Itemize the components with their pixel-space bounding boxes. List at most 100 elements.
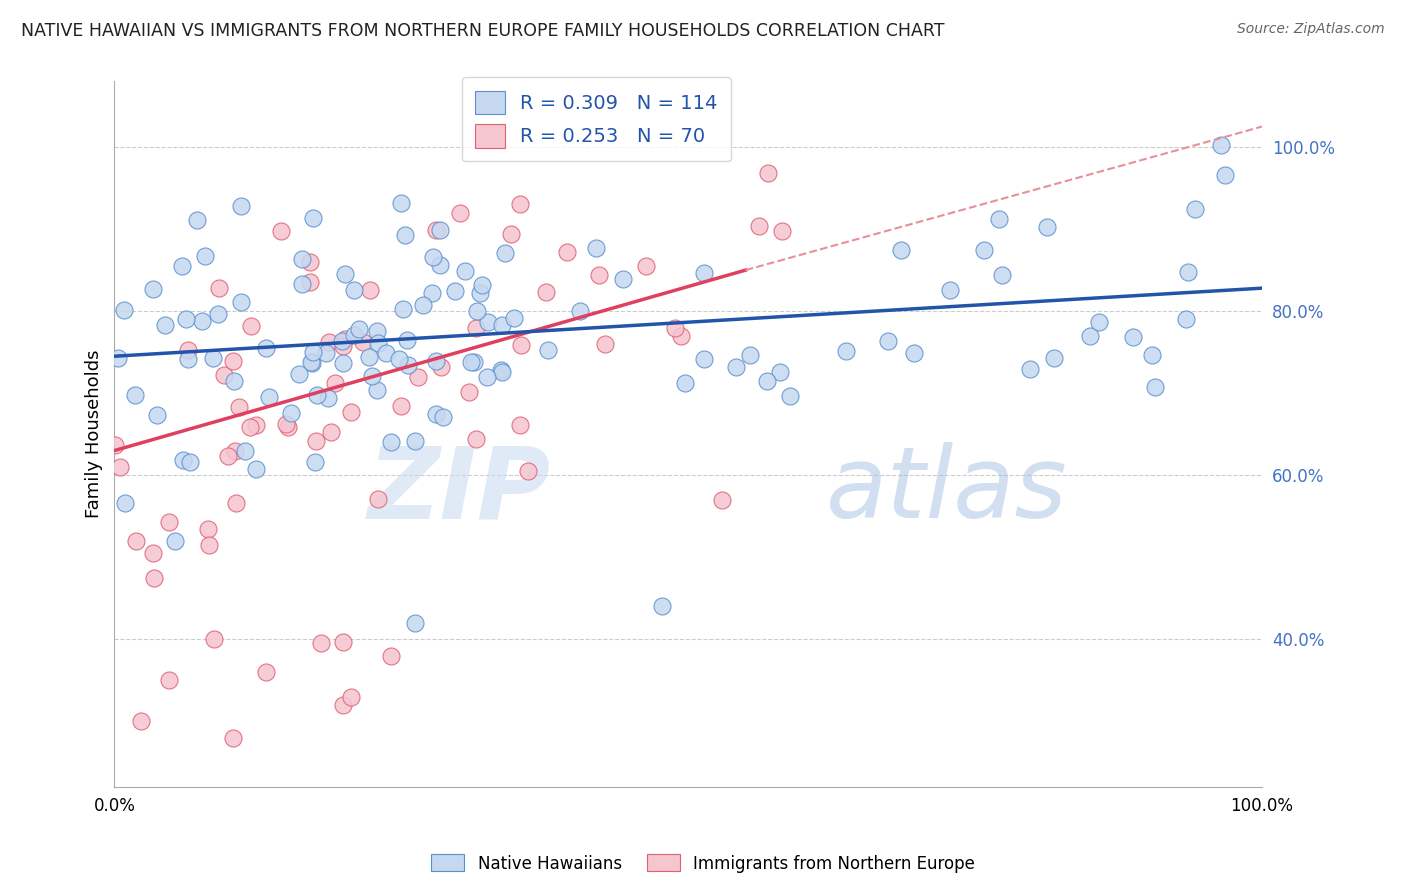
Point	[748, 219, 770, 234]
Point	[301, 355, 323, 369]
Point	[465, 321, 488, 335]
Point	[755, 375, 778, 389]
Point	[366, 383, 388, 397]
Point	[176, 343, 198, 358]
Point	[477, 370, 499, 384]
Point	[395, 333, 418, 347]
Point	[302, 211, 325, 226]
Point	[153, 318, 176, 333]
Point	[693, 267, 716, 281]
Point	[257, 390, 280, 404]
Point	[233, 444, 256, 458]
Point	[510, 338, 533, 352]
Point	[194, 249, 217, 263]
Point	[304, 455, 326, 469]
Point	[170, 259, 193, 273]
Point	[779, 389, 801, 403]
Point	[367, 335, 389, 350]
Point	[319, 425, 342, 439]
Point	[254, 342, 277, 356]
Point	[517, 464, 540, 478]
Point	[467, 304, 489, 318]
Point	[222, 353, 245, 368]
Point	[114, 496, 136, 510]
Point	[394, 228, 416, 243]
Point	[124, 388, 146, 402]
Point	[146, 408, 169, 422]
Point	[1121, 330, 1143, 344]
Point	[202, 632, 225, 647]
Point	[1175, 311, 1198, 326]
Point	[770, 224, 793, 238]
Point	[245, 418, 267, 433]
Point	[340, 690, 363, 704]
Point	[1043, 351, 1066, 365]
Point	[724, 360, 747, 375]
Point	[555, 245, 578, 260]
Point	[471, 278, 494, 293]
Point	[782, 44, 804, 58]
Point	[299, 254, 322, 268]
Point	[163, 533, 186, 548]
Point	[1144, 380, 1167, 394]
Point	[465, 432, 488, 446]
Point	[404, 434, 426, 449]
Point	[177, 352, 200, 367]
Point	[502, 311, 524, 326]
Point	[537, 343, 560, 357]
Point	[406, 370, 429, 384]
Point	[738, 348, 761, 362]
Point	[491, 365, 513, 379]
Point	[612, 272, 634, 286]
Point	[509, 197, 531, 211]
Point	[389, 196, 412, 211]
Point	[380, 435, 402, 450]
Point	[305, 434, 328, 449]
Point	[256, 665, 278, 679]
Point	[454, 264, 477, 278]
Point	[280, 406, 302, 420]
Point	[323, 376, 346, 391]
Point	[761, 46, 783, 61]
Point	[890, 243, 912, 257]
Point	[634, 260, 657, 274]
Point	[494, 246, 516, 260]
Point	[367, 492, 389, 507]
Point	[208, 280, 231, 294]
Point	[277, 420, 299, 434]
Point	[988, 211, 1011, 226]
Point	[534, 285, 557, 299]
Point	[425, 223, 447, 237]
Point	[388, 352, 411, 367]
Text: ZIP: ZIP	[367, 442, 551, 539]
Point	[274, 417, 297, 431]
Point	[693, 351, 716, 366]
Point	[404, 615, 426, 630]
Point	[104, 437, 127, 451]
Point	[239, 319, 262, 334]
Point	[291, 277, 314, 291]
Point	[315, 346, 337, 360]
Point	[673, 376, 696, 390]
Point	[396, 358, 419, 372]
Point	[499, 227, 522, 241]
Point	[1019, 362, 1042, 376]
Point	[197, 522, 219, 536]
Text: atlas: atlas	[825, 442, 1067, 539]
Point	[217, 449, 239, 463]
Point	[458, 384, 481, 399]
Point	[225, 496, 247, 510]
Text: NATIVE HAWAIIAN VS IMMIGRANTS FROM NORTHERN EUROPE FAMILY HOUSEHOLDS CORRELATION: NATIVE HAWAIIAN VS IMMIGRANTS FROM NORTH…	[21, 22, 945, 40]
Point	[299, 275, 322, 289]
Point	[288, 367, 311, 381]
Point	[157, 673, 180, 688]
Point	[449, 206, 471, 220]
Point	[432, 410, 454, 425]
Point	[477, 315, 499, 329]
Point	[332, 356, 354, 370]
Point	[142, 282, 165, 296]
Point	[129, 714, 152, 729]
Point	[142, 546, 165, 560]
Point	[835, 343, 858, 358]
Point	[1035, 219, 1057, 234]
